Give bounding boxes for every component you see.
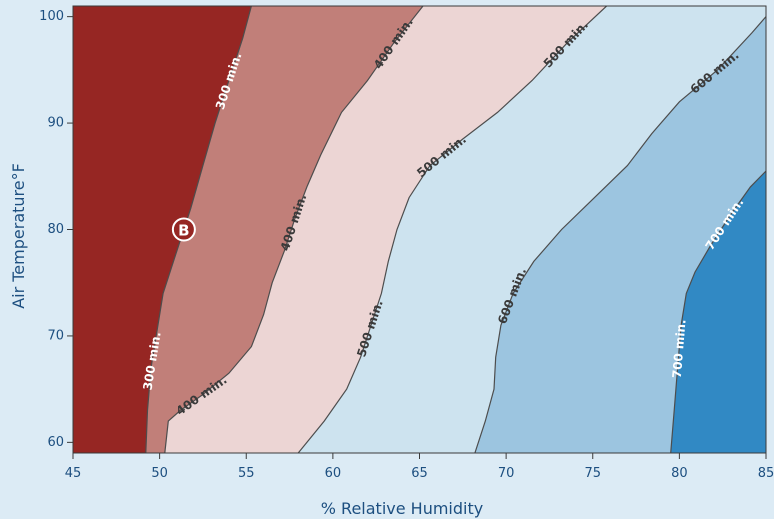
- y-tick-label: 80: [47, 222, 64, 237]
- markers: B: [171, 217, 196, 242]
- y-tick-label: 60: [47, 435, 64, 450]
- contour-line-700: [670, 170, 766, 453]
- contour-line-400: [164, 6, 424, 453]
- y-tick-label: 70: [47, 328, 64, 343]
- y-axis-title: Air Temperature°F: [9, 163, 28, 309]
- marker-circle: [171, 217, 196, 242]
- x-tick-label: 70: [498, 466, 515, 481]
- y-axis: 60 70 80 90 100: [39, 9, 73, 450]
- x-axis: 45 50 55 60 65 70 75 80 85: [65, 453, 774, 481]
- x-tick-label: 45: [65, 466, 82, 481]
- x-tick-label: 75: [584, 466, 601, 481]
- contour-label-700-0: 700 min.: [670, 319, 689, 379]
- x-tick-label: 65: [411, 466, 428, 481]
- x-tick-label: 60: [325, 466, 342, 481]
- region-0: [73, 6, 252, 453]
- x-axis-title: % Relative Humidity: [321, 499, 483, 518]
- x-tick-label: 85: [758, 466, 774, 481]
- x-tick-label: 55: [238, 466, 255, 481]
- marker-label: B: [178, 222, 189, 240]
- y-tick-label: 100: [39, 9, 64, 24]
- y-tick-label: 90: [47, 116, 64, 131]
- contour-line-600: [474, 16, 766, 453]
- x-tick-label: 50: [151, 466, 168, 481]
- contour-regions: [73, 6, 766, 453]
- contour-line-500: [297, 6, 608, 453]
- x-tick-label: 80: [671, 466, 688, 481]
